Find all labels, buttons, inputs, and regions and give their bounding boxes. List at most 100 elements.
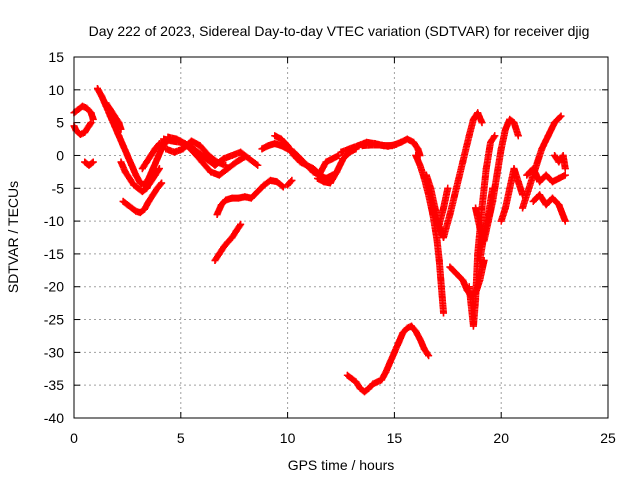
data-point (264, 142, 272, 150)
data-point (501, 204, 509, 212)
data-point (228, 151, 236, 159)
data-point (393, 140, 401, 148)
y-tick-label: -20 (44, 279, 64, 295)
data-point (369, 380, 377, 388)
data-point (476, 256, 484, 264)
data-point (384, 142, 392, 150)
data-point (525, 184, 533, 192)
data-point (373, 378, 381, 386)
data-point (215, 171, 223, 179)
y-tick-label: 5 (56, 115, 64, 131)
series-32 (551, 151, 569, 173)
data-point (213, 211, 221, 219)
data-point (117, 158, 125, 166)
data-point (440, 234, 448, 241)
data-point (422, 171, 430, 179)
data-point (147, 178, 155, 186)
data-point (284, 142, 292, 150)
data-point (277, 142, 285, 150)
data-point (444, 184, 452, 192)
data-point (237, 220, 245, 228)
data-point (559, 151, 567, 159)
data-point (232, 158, 240, 166)
data-point (452, 270, 460, 278)
data-point (469, 322, 477, 330)
data-point (79, 102, 87, 110)
data-point (506, 115, 514, 123)
data-point (145, 197, 153, 205)
data-point (207, 168, 215, 176)
data-point (143, 184, 151, 192)
data-point (89, 158, 97, 166)
data-point (548, 194, 556, 202)
data-point (273, 178, 281, 186)
data-point (220, 243, 228, 251)
series-19 (358, 140, 401, 150)
series-23 (433, 109, 486, 241)
data-point (542, 201, 550, 209)
data-point (151, 145, 159, 153)
data-point (510, 165, 518, 173)
data-point (288, 176, 296, 184)
data-point (153, 155, 161, 163)
data-point (322, 158, 330, 166)
data-point (480, 230, 488, 238)
series-27 (497, 165, 527, 225)
data-point (538, 145, 546, 153)
data-point (213, 158, 221, 166)
data-point (267, 176, 275, 184)
data-point (126, 174, 134, 182)
data-point (164, 133, 172, 141)
data-point (76, 130, 84, 138)
data-point (254, 161, 262, 169)
data-point (232, 227, 240, 235)
data-point (343, 371, 351, 379)
data-point (346, 145, 354, 153)
data-point (211, 256, 219, 264)
data-point (85, 161, 93, 169)
data-point (482, 165, 490, 173)
data-point (326, 179, 334, 187)
data-point (140, 205, 148, 213)
data-point (198, 158, 206, 166)
data-point (437, 283, 445, 291)
data-point (247, 194, 255, 202)
data-point (241, 153, 249, 161)
data-point (551, 151, 559, 159)
data-point (403, 324, 411, 332)
data-point (217, 201, 225, 209)
series-20-markers (343, 322, 433, 396)
data-point (121, 168, 129, 176)
data-point (138, 165, 146, 173)
data-point (544, 132, 552, 140)
x-tick-label: 25 (600, 430, 616, 446)
data-point (155, 165, 163, 173)
data-point (196, 142, 204, 150)
y-tick-label: 0 (56, 147, 64, 163)
data-point (260, 181, 268, 189)
data-point (296, 158, 304, 166)
data-point (160, 135, 168, 143)
data-point (489, 184, 497, 192)
data-point (115, 132, 123, 140)
y-tick-label: -10 (44, 213, 64, 229)
data-point (529, 165, 537, 173)
data-point (271, 140, 279, 148)
data-point (365, 384, 373, 392)
data-point (561, 171, 569, 179)
data-point (74, 106, 82, 114)
data-point (431, 204, 439, 212)
data-point (205, 151, 213, 159)
data-point (493, 171, 501, 179)
x-tick-label: 5 (177, 430, 185, 446)
data-point (87, 109, 95, 117)
data-point (403, 135, 411, 143)
data-point (529, 197, 537, 205)
x-tick-label: 20 (493, 430, 509, 446)
data-point (412, 327, 420, 335)
data-point (497, 145, 505, 153)
data-point (491, 132, 499, 140)
data-point (367, 141, 375, 149)
data-point (542, 171, 550, 179)
